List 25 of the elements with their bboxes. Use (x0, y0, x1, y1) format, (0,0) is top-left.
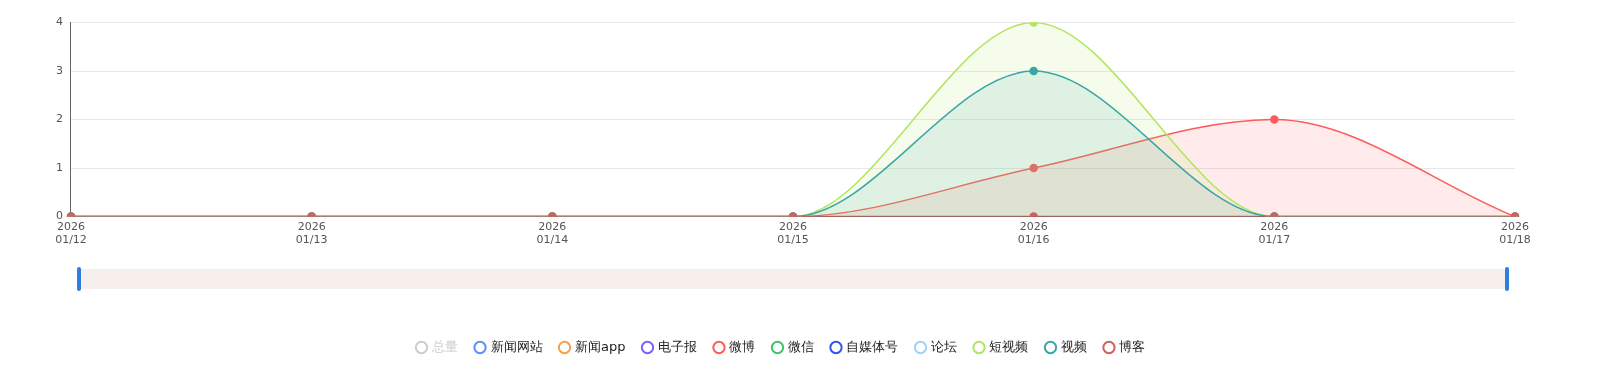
y-tick-label: 1 (56, 160, 63, 174)
point (1029, 66, 1038, 76)
y-tick-label: 0 (56, 209, 63, 223)
legend-label: 短视频 (989, 338, 1029, 354)
y-tick-label: 2 (56, 112, 63, 126)
legend-label: 自媒体号 (846, 338, 899, 354)
x-tick-label: 2026 01/12 (55, 220, 87, 247)
legend-label: 论坛 (930, 338, 957, 354)
x-tick-label: 2026 01/15 (777, 220, 809, 247)
x-tick-label: 2026 01/16 (1017, 220, 1050, 247)
legend-label: 博客 (1119, 338, 1146, 354)
y-tick-label: 3 (56, 63, 63, 77)
legend-label: 电子报 (657, 338, 697, 354)
x-tick-label: 2026 01/14 (536, 220, 569, 247)
x-tick-label: 2026 01/13 (295, 220, 328, 247)
legend-label: 新闻网站 (490, 338, 543, 354)
point (1029, 163, 1038, 173)
legend-label: 新闻app (575, 338, 626, 354)
y-tick-label: 4 (56, 15, 63, 29)
point (1270, 115, 1279, 124)
legend-label: 微信 (787, 338, 814, 354)
x-tick-label: 2026 01/18 (1499, 220, 1531, 247)
legend-label: 视频 (1060, 338, 1087, 354)
x-tick-label: 2026 01/17 (1258, 220, 1291, 247)
legend-label: 微博 (729, 338, 756, 354)
